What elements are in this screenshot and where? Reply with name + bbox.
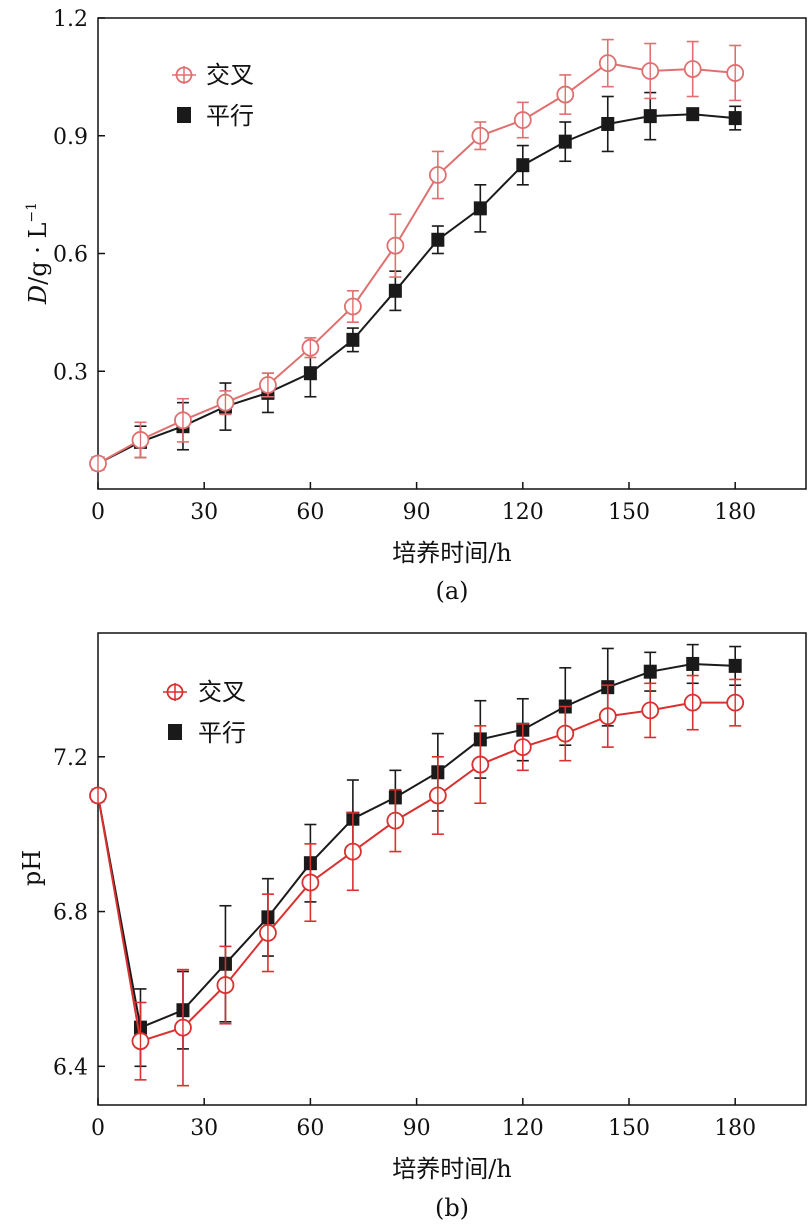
xtick-label-a-60: 60 — [296, 500, 324, 525]
legend-a-parallel-label: 平行 — [206, 102, 254, 130]
xtick-label-a-30: 30 — [190, 500, 218, 525]
ytick-label-a-2: 0.9 — [53, 125, 88, 150]
panel-b: 0 30 60 90 120 150 180 6.4 6.8 7.2 交叉 平行 pH 培养时间/… — [18, 632, 807, 1222]
ytick-label-a-3: 1.2 — [53, 7, 88, 32]
ytick-label-a-1: 0.6 — [53, 243, 88, 268]
ytick-label-b-2: 7.2 — [53, 746, 88, 771]
legend-a-parallel-marker — [177, 107, 191, 123]
point-a-parallel-120 — [516, 158, 530, 173]
legend-b-parallel-label: 平行 — [198, 719, 246, 747]
point-b-parallel-168 — [686, 656, 700, 671]
point-a-parallel-168 — [686, 107, 700, 122]
point-a-parallel-180 — [728, 111, 742, 126]
panel-a-ticks: 0 30 60 90 120 150 180 0.3 0.6 0.9 1.2 — [53, 7, 756, 525]
point-a-parallel-60 — [303, 366, 317, 381]
xtick-label-a-90: 90 — [403, 500, 431, 525]
series-line-a-cross — [97, 62, 736, 465]
ytick-label-b-0: 6.4 — [53, 1055, 88, 1080]
series-a-parallel — [91, 91, 742, 471]
ytick-label-a-0: 0.3 — [53, 360, 88, 385]
panel-b-legend: 交叉 平行 — [163, 678, 246, 747]
legend-a-cross-label: 交叉 — [206, 61, 254, 89]
panel-a-series — [89, 38, 745, 473]
panel-b-frame — [97, 632, 807, 1106]
xtick-label-a-180: 180 — [714, 500, 756, 525]
legend-b-parallel-marker — [168, 724, 182, 740]
xtick-label-a-150: 150 — [608, 500, 650, 525]
panel-a-legend: 交叉 平行 — [172, 61, 254, 130]
series-b-cross — [89, 674, 745, 1087]
point-a-parallel-108 — [473, 201, 487, 216]
point-b-parallel-156 — [643, 664, 657, 679]
legend-b-cross-label: 交叉 — [198, 678, 246, 706]
series-line-a-parallel — [97, 113, 736, 465]
xtick-label-b-150: 150 — [608, 1116, 650, 1141]
point-a-parallel-144 — [601, 116, 615, 131]
xtick-label-b-90: 90 — [403, 1116, 431, 1141]
panel-b-label: (b) — [435, 1194, 469, 1222]
point-a-parallel-96 — [431, 232, 445, 247]
point-a-parallel-84 — [388, 283, 402, 298]
xtick-label-a-120: 120 — [502, 500, 544, 525]
panel-b-ylabel: pH — [18, 850, 46, 886]
xtick-label-a-0: 0 — [91, 500, 105, 525]
series-line-b-cross — [97, 701, 736, 1043]
point-a-parallel-156 — [643, 109, 657, 124]
ytick-label-b-1: 6.8 — [53, 901, 88, 926]
series-a-cross — [89, 38, 745, 473]
point-a-parallel-72 — [346, 332, 360, 347]
panel-a: 0 30 60 90 120 150 180 0.3 0.6 0.9 1.2 交叉 平行 D/g ·… — [24, 7, 807, 605]
series-line-b-parallel — [97, 662, 736, 1029]
xtick-label-b-0: 0 — [91, 1116, 105, 1141]
panel-b-ticks: 0 30 60 90 120 150 180 6.4 6.8 7.2 — [53, 746, 756, 1141]
panel-a-frame — [97, 17, 807, 490]
panel-b-series — [89, 643, 745, 1087]
panel-b-xlabel: 培养时间/h — [392, 1155, 512, 1183]
xtick-label-b-30: 30 — [190, 1116, 218, 1141]
panel-a-xlabel: 培养时间/h — [392, 539, 512, 567]
point-a-parallel-132 — [558, 134, 572, 149]
xtick-label-b-180: 180 — [714, 1116, 756, 1141]
point-b-parallel-180 — [728, 658, 742, 673]
panel-a-ylabel: D/g · L−1 — [24, 202, 52, 305]
panel-a-label: (a) — [435, 577, 468, 605]
xtick-label-b-120: 120 — [502, 1116, 544, 1141]
xtick-label-b-60: 60 — [296, 1116, 324, 1141]
